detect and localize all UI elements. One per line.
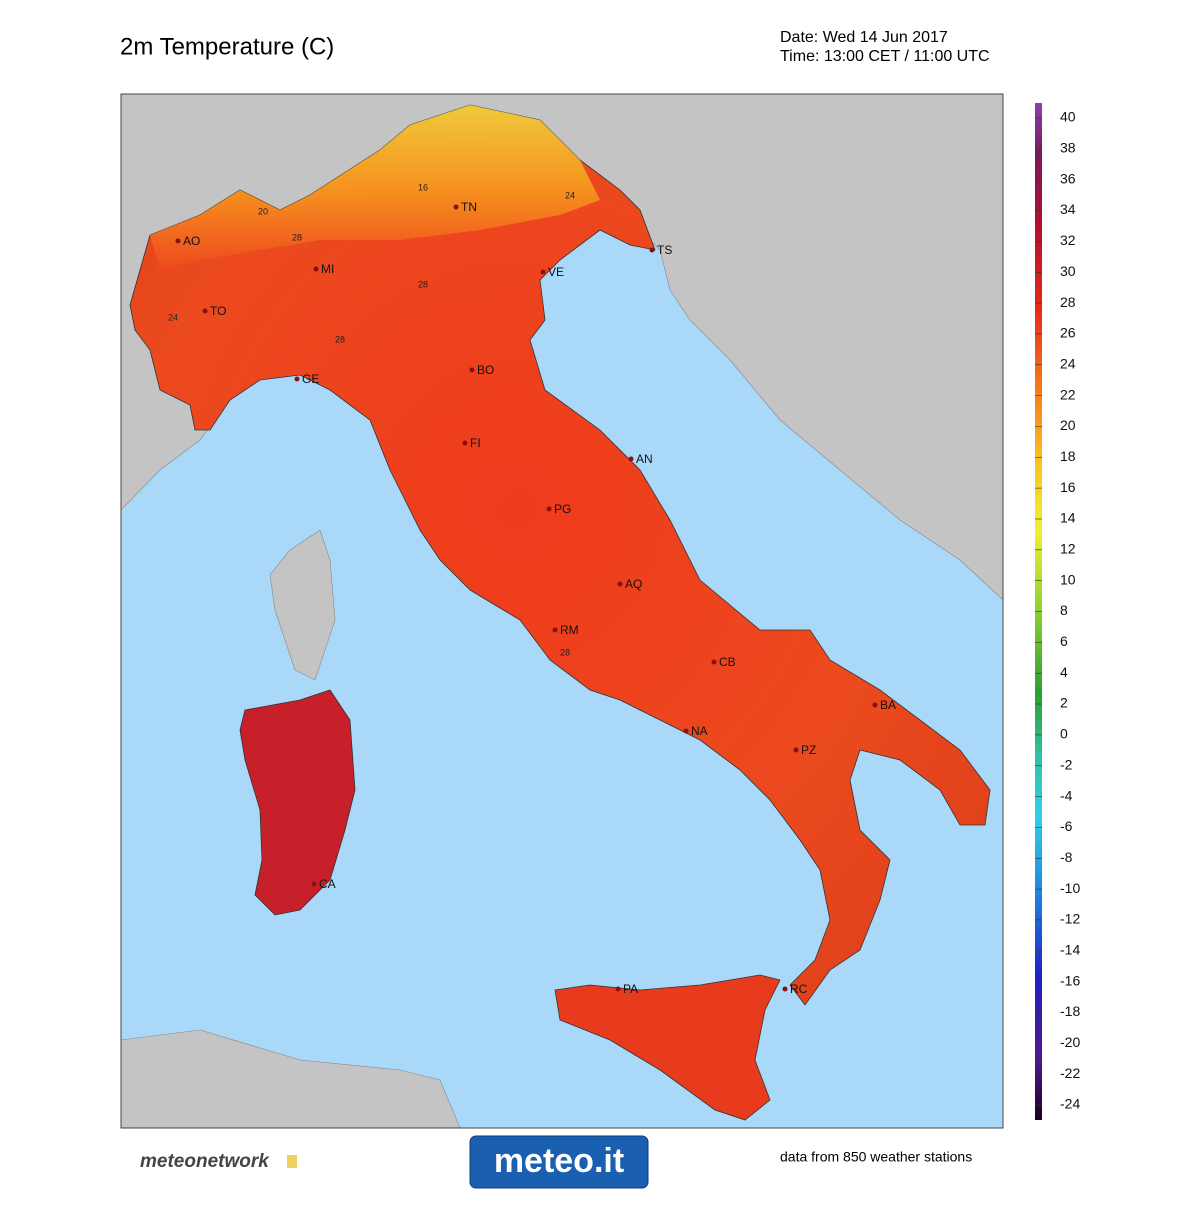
colorbar-tick-label: -24 (1060, 1096, 1080, 1112)
meteo-it-logo-box (469, 1135, 649, 1189)
colorbar-tick-label: 24 (1060, 355, 1076, 371)
alps-band (150, 105, 600, 270)
contour-label: 20 (258, 206, 268, 216)
corsica (269, 529, 336, 681)
map (120, 93, 1004, 1129)
meteonetwork-logo: meteonetwork (140, 1151, 270, 1172)
colorbar-tick-label: 12 (1060, 541, 1076, 557)
city-dot (628, 456, 634, 462)
city-dot (793, 747, 799, 753)
colorbar-tick-label: -6 (1060, 818, 1073, 834)
colorbar-tick-label: 30 (1060, 263, 1076, 279)
contour-label: 28 (418, 279, 428, 289)
city-dot (294, 376, 300, 382)
colorbar-tick-label: -16 (1060, 972, 1080, 988)
contour-label: 28 (292, 232, 302, 242)
city-dot (649, 247, 655, 253)
city-dot (311, 881, 317, 887)
colorbar-tick-label: 20 (1060, 417, 1076, 433)
colorbar-tick-label: 40 (1060, 109, 1076, 125)
city-label: CA (319, 877, 336, 891)
map-frame (120, 93, 1004, 1129)
city-dot (175, 238, 181, 244)
colorbar-tick-label: 22 (1060, 386, 1076, 402)
city-dot (469, 367, 475, 373)
city-dot (313, 266, 319, 272)
city-dot (546, 506, 552, 512)
colorbar-tick-label: 2 (1060, 695, 1068, 711)
colorbar-tick-label: 6 (1060, 633, 1068, 649)
city-dot (617, 581, 623, 587)
city-label: RM (560, 623, 579, 637)
time: Time: 13:00 CET / 11:00 UTC (780, 48, 990, 65)
colorbar-tick-label: 18 (1060, 448, 1076, 464)
meteo-it-logo: meteo.it (494, 1142, 624, 1180)
contour-label: 28 (335, 334, 345, 344)
colorbar-tick-label: 10 (1060, 571, 1076, 587)
colorbar-tick-label: -4 (1060, 787, 1073, 803)
city-dot (711, 659, 717, 665)
colorbar-tick-label: -12 (1060, 911, 1080, 927)
city-dot (872, 702, 878, 708)
colorbar-tick-label: -20 (1060, 1034, 1080, 1050)
city-dot (552, 627, 558, 633)
colorbar-tick-label: -8 (1060, 849, 1073, 865)
colorbar-tick-label: -2 (1060, 756, 1073, 772)
city-label: AO (183, 234, 200, 248)
city-label: TN (461, 200, 477, 214)
city-dot (453, 204, 459, 210)
city-dot (683, 728, 689, 734)
city-dot (202, 308, 208, 314)
colorbar-tick-label: 38 (1060, 140, 1076, 156)
contour-label: 28 (560, 647, 570, 657)
title: 2m Temperature (C) (120, 33, 334, 60)
city-label: NA (691, 724, 708, 738)
contour-label: 24 (565, 190, 575, 200)
colorbar-tick-label: 8 (1060, 602, 1068, 618)
colorbar-tick-label: 26 (1060, 325, 1076, 341)
colorbar-tick-label: 32 (1060, 232, 1076, 248)
city-label: TO (210, 304, 226, 318)
italy-mainland (129, 104, 991, 1006)
sicily (554, 974, 781, 1121)
contour-label: 16 (418, 182, 428, 192)
city-label: MI (321, 262, 334, 276)
colorbar-tick-label: -22 (1060, 1065, 1080, 1081)
city-label: BA (880, 698, 896, 712)
city-label: BO (477, 363, 494, 377)
date: Date: Wed 14 Jun 2017 (780, 29, 948, 46)
city-label: FI (470, 436, 481, 450)
city-dot (615, 986, 621, 992)
colorbar-tick-label: 36 (1060, 170, 1076, 186)
city-dot (462, 440, 468, 446)
city-label: GE (302, 372, 319, 386)
sardinia (239, 689, 356, 916)
colorbar-tick-label: -14 (1060, 941, 1080, 957)
city-label: TS (657, 243, 672, 257)
colorbar-tick-label: -18 (1060, 1003, 1080, 1019)
colorbar-tick-label: 16 (1060, 479, 1076, 495)
city-label: PG (554, 502, 571, 516)
city-label: PA (623, 982, 638, 996)
colorbar-tick-label: 28 (1060, 294, 1076, 310)
colorbar-tick-label: 0 (1060, 726, 1068, 742)
city-label: VE (548, 265, 564, 279)
contour-label: 24 (168, 312, 178, 322)
colorbar-tick-label: -10 (1060, 880, 1080, 896)
city-label: PZ (801, 743, 816, 757)
footer-note: data from 850 weather stations (780, 1149, 972, 1165)
city-label: RC (790, 982, 808, 996)
colorbar-tick-label: 4 (1060, 664, 1068, 680)
city-dot (782, 986, 788, 992)
city-label: AQ (625, 577, 642, 591)
city-label: CB (719, 655, 736, 669)
colorbar-tick-label: 34 (1060, 201, 1076, 217)
city-label: AN (636, 452, 653, 466)
colorbar-tick-label: 14 (1060, 510, 1076, 526)
city-dot (540, 269, 546, 275)
logo-square (287, 1155, 297, 1168)
